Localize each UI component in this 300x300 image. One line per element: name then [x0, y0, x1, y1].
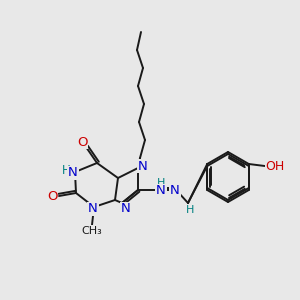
Text: O: O [47, 190, 57, 203]
Text: N: N [156, 184, 166, 197]
Text: H: H [61, 164, 70, 178]
Text: CH₃: CH₃ [82, 226, 102, 236]
Text: H: H [157, 178, 165, 188]
Text: N: N [68, 167, 78, 179]
Text: O: O [77, 136, 87, 148]
Text: N: N [88, 202, 98, 215]
Text: N: N [121, 202, 131, 215]
Text: CH₃: CH₃ [82, 226, 102, 236]
Text: N: N [88, 202, 98, 215]
Text: N: N [170, 184, 180, 197]
Text: H: H [61, 164, 70, 178]
Text: O: O [77, 136, 87, 148]
Text: N: N [68, 167, 78, 179]
Text: H: H [186, 205, 194, 215]
Text: N: N [170, 184, 180, 197]
Text: N: N [138, 160, 148, 172]
Text: N: N [121, 202, 131, 215]
Bar [195, 148, 275, 223]
Text: N: N [156, 184, 166, 197]
Text: N: N [138, 160, 148, 172]
Text: H: H [157, 178, 165, 188]
Text: O: O [47, 190, 57, 203]
Text: OH: OH [265, 160, 284, 172]
Text: H: H [186, 205, 194, 215]
